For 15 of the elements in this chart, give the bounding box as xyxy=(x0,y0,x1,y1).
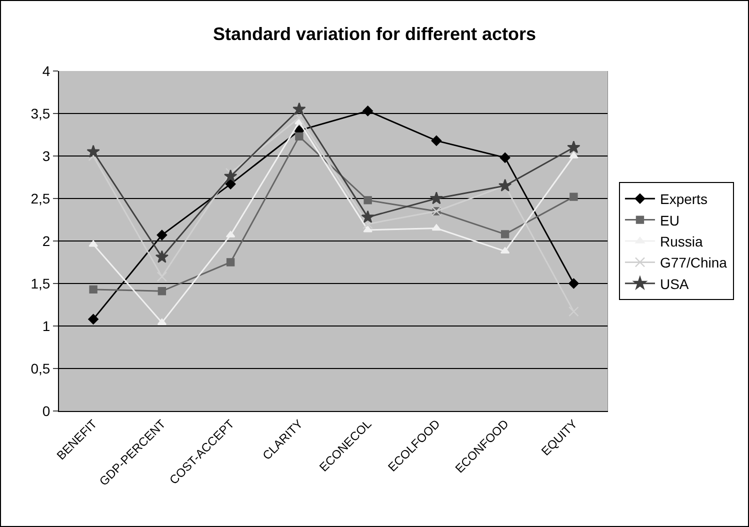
y-tick-label: 2,5 xyxy=(30,190,50,206)
y-tick-label: 4 xyxy=(42,62,50,79)
legend-label: EU xyxy=(660,212,680,228)
y-tick-label: 3,5 xyxy=(30,105,50,122)
legend-label: G77/China xyxy=(660,254,728,271)
y-tick-label: 1 xyxy=(42,318,50,334)
y-tick-label: 0,5 xyxy=(30,360,50,376)
chart-title: Standard variation for different actors xyxy=(212,24,536,44)
legend-label: Experts xyxy=(660,191,708,208)
y-tick-label: 3 xyxy=(42,148,50,164)
legend-label: USA xyxy=(660,276,690,292)
y-tick-label: 0 xyxy=(42,402,50,419)
y-tick-label: 2 xyxy=(42,232,50,249)
y-tick-label: 1,5 xyxy=(30,275,50,292)
legend-label: Russia xyxy=(660,233,703,250)
